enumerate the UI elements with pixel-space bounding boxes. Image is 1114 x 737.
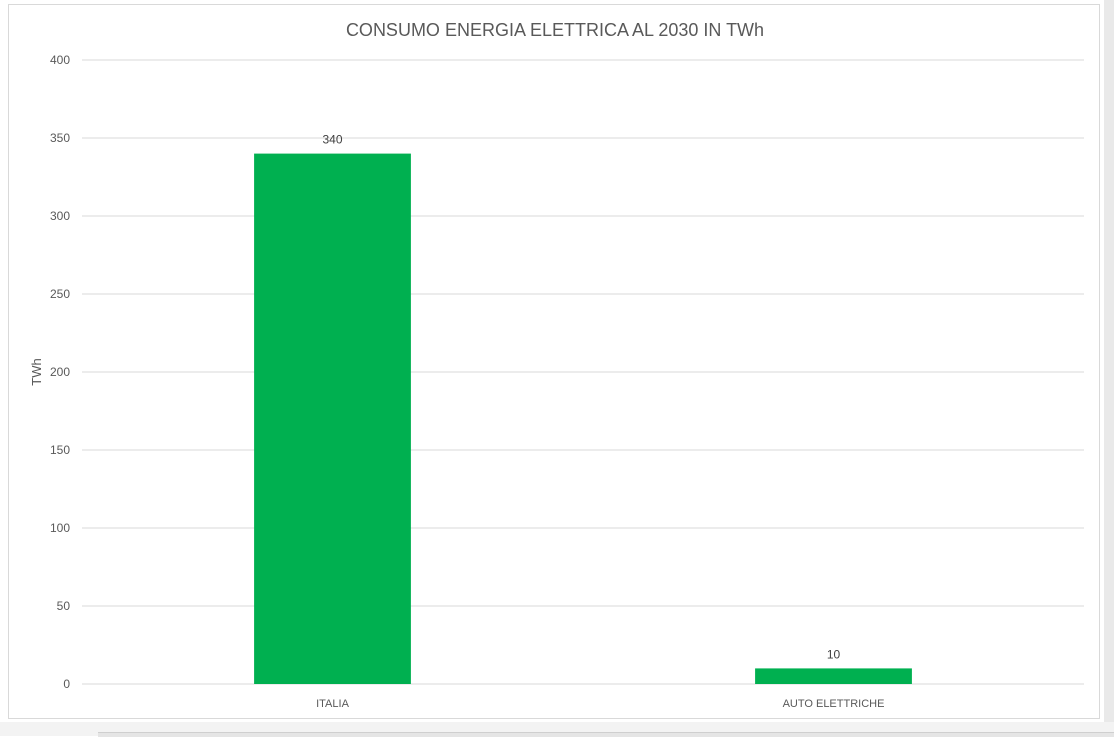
y-tick-label: 250	[50, 287, 70, 301]
y-axis-ticks: 0 50 100 150 200 250 300 350 400	[50, 53, 70, 691]
bar-auto-elettriche	[755, 668, 912, 684]
y-tick-label: 350	[50, 131, 70, 145]
bar-italia	[254, 153, 411, 685]
data-label: 340	[322, 133, 342, 147]
y-axis-title: TWh	[29, 358, 44, 385]
gridlines	[82, 59, 1084, 685]
bars	[254, 153, 912, 685]
y-tick-label: 100	[50, 521, 70, 535]
data-label: 10	[827, 647, 841, 661]
chart-title: CONSUMO ENERGIA ELETTRICA AL 2030 IN TWh	[346, 20, 764, 40]
y-tick-label: 150	[50, 443, 70, 457]
window-right-edge	[1104, 0, 1114, 736]
horizontal-scrollbar[interactable]	[98, 732, 1114, 737]
y-tick-label: 0	[63, 677, 70, 691]
x-tick-label: AUTO ELETTRICHE	[783, 698, 885, 710]
y-tick-label: 200	[50, 365, 70, 379]
x-axis-ticks: ITALIA AUTO ELETTRICHE	[316, 698, 884, 710]
y-tick-label: 300	[50, 209, 70, 223]
y-tick-label: 50	[57, 599, 71, 613]
chart-area[interactable]	[8, 4, 1100, 719]
x-tick-label: ITALIA	[316, 698, 349, 710]
data-labels: 340 10	[322, 133, 840, 662]
window-bottom-edge	[0, 722, 1114, 737]
y-tick-label: 400	[50, 53, 70, 67]
